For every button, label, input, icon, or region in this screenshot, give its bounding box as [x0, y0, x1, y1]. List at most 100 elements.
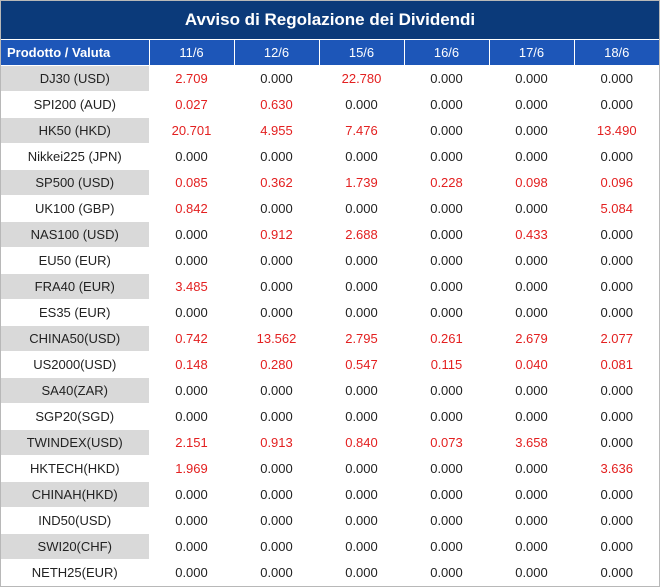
dividend-value-cell: 0.000: [489, 533, 575, 560]
product-name-cell: EU50 (EUR): [1, 247, 150, 274]
dividend-value-cell: 0.000: [489, 507, 575, 534]
product-name-cell: HK50 (HKD): [1, 117, 150, 144]
dividend-value-cell: 0.913: [234, 429, 320, 456]
dividend-value-cell: 0.000: [404, 299, 490, 326]
dividend-value-cell: 7.476: [319, 117, 405, 144]
dividend-value-cell: 0.000: [234, 273, 320, 300]
dividend-value-cell: 0.000: [149, 299, 235, 326]
column-header-date: 17/6: [489, 40, 575, 66]
product-name-cell: NAS100 (USD): [1, 221, 150, 248]
dividend-value-cell: 0.000: [574, 91, 659, 118]
dividend-value-cell: 0.000: [404, 559, 490, 586]
dividend-value-cell: 0.000: [404, 507, 490, 534]
column-header-date: 15/6: [319, 40, 405, 66]
dividend-value-cell: 0.000: [489, 403, 575, 430]
dividend-value-cell: 2.077: [574, 325, 659, 352]
product-name-cell: CHINAH(HKD): [1, 481, 150, 508]
dividend-value-cell: 0.000: [574, 481, 659, 508]
dividend-value-cell: 0.000: [234, 403, 320, 430]
dividend-value-cell: 0.000: [489, 91, 575, 118]
dividend-value-cell: 4.955: [234, 117, 320, 144]
product-name-cell: HKTECH(HKD): [1, 455, 150, 482]
product-name-cell: US2000(USD): [1, 351, 150, 378]
dividend-value-cell: 1.739: [319, 169, 405, 196]
dividend-value-cell: 0.027: [149, 91, 235, 118]
dividend-value-cell: 0.000: [149, 507, 235, 534]
dividend-value-cell: 0.000: [149, 247, 235, 274]
dividend-value-cell: 0.000: [404, 65, 490, 92]
dividend-value-cell: 0.000: [319, 299, 405, 326]
dividend-value-cell: 0.000: [404, 533, 490, 560]
dividend-value-cell: 0.000: [149, 377, 235, 404]
dividend-value-cell: 0.000: [319, 377, 405, 404]
dividend-value-cell: 0.000: [574, 377, 659, 404]
dividend-value-cell: 0.000: [574, 507, 659, 534]
product-name-cell: FRA40 (EUR): [1, 273, 150, 300]
dividend-value-cell: 0.000: [404, 143, 490, 170]
table-row: HKTECH(HKD) 1.969 0.000 0.000 0.000 0.000 3.63…: [1, 455, 659, 482]
dividend-value-cell: 0.912: [234, 221, 320, 248]
dividend-value-cell: 2.151: [149, 429, 235, 456]
dividend-value-cell: 0.000: [319, 247, 405, 274]
dividend-value-cell: 0.000: [574, 65, 659, 92]
dividend-value-cell: 0.000: [149, 481, 235, 508]
product-name-cell: UK100 (GBP): [1, 195, 150, 222]
dividend-value-cell: 0.000: [319, 273, 405, 300]
dividend-value-cell: 0.000: [489, 455, 575, 482]
dividend-value-cell: 20.701: [149, 117, 235, 144]
table-row: SP500 (USD) 0.085 0.362 1.739 0.228 0.098 0.09…: [1, 169, 659, 196]
dividend-value-cell: 0.000: [489, 247, 575, 274]
dividend-value-cell: 0.000: [489, 559, 575, 586]
dividend-value-cell: 0.000: [574, 559, 659, 586]
column-header-date: 11/6: [149, 40, 235, 66]
product-name-cell: SA40(ZAR): [1, 377, 150, 404]
table-header-row: Prodotto / Valuta 11/6 12/6 15/6 16/6 17…: [1, 40, 659, 66]
dividend-value-cell: 0.148: [149, 351, 235, 378]
dividend-value-cell: 0.000: [234, 481, 320, 508]
dividend-value-cell: 5.084: [574, 195, 659, 222]
dividend-value-cell: 0.000: [234, 143, 320, 170]
dividend-value-cell: 0.000: [319, 455, 405, 482]
dividend-value-cell: 2.688: [319, 221, 405, 248]
dividend-value-cell: 22.780: [319, 65, 405, 92]
product-name-cell: ES35 (EUR): [1, 299, 150, 326]
dividend-value-cell: 0.000: [319, 559, 405, 586]
dividend-value-cell: 0.000: [149, 143, 235, 170]
column-header-date: 16/6: [404, 40, 490, 66]
dividend-value-cell: 1.969: [149, 455, 235, 482]
dividend-value-cell: 0.000: [234, 65, 320, 92]
dividend-value-cell: 3.636: [574, 455, 659, 482]
dividend-value-cell: 0.630: [234, 91, 320, 118]
dividend-value-cell: 0.000: [404, 247, 490, 274]
dividend-value-cell: 0.000: [404, 195, 490, 222]
table-row: FRA40 (EUR) 3.485 0.000 0.000 0.000 0.000 0.00…: [1, 273, 659, 300]
table-row: NAS100 (USD) 0.000 0.912 2.688 0.000 0.433 0.0…: [1, 221, 659, 248]
dividend-value-cell: 0.000: [234, 559, 320, 586]
dividend-value-cell: 0.096: [574, 169, 659, 196]
dividend-value-cell: 0.000: [574, 299, 659, 326]
dividend-value-cell: 0.000: [319, 91, 405, 118]
dividend-value-cell: 0.000: [234, 533, 320, 560]
dividend-value-cell: 0.000: [149, 403, 235, 430]
column-header-date: 12/6: [234, 40, 320, 66]
product-name-cell: DJ30 (USD): [1, 65, 150, 92]
dividend-value-cell: 0.000: [319, 533, 405, 560]
column-header-product: Prodotto / Valuta: [1, 40, 150, 66]
product-name-cell: SP500 (USD): [1, 169, 150, 196]
table-row: US2000(USD) 0.148 0.280 0.547 0.115 0.040 0.08…: [1, 351, 659, 378]
dividend-value-cell: 0.000: [489, 65, 575, 92]
dividend-value-cell: 0.261: [404, 325, 490, 352]
dividend-value-cell: 13.490: [574, 117, 659, 144]
dividend-value-cell: 0.000: [489, 273, 575, 300]
dividend-value-cell: 0.000: [574, 273, 659, 300]
dividend-value-cell: 0.000: [489, 377, 575, 404]
dividend-value-cell: 0.000: [489, 117, 575, 144]
dividend-table: Prodotto / Valuta 11/6 12/6 15/6 16/6 17…: [1, 40, 659, 586]
dividend-value-cell: 0.000: [574, 533, 659, 560]
page-title: Avviso di Regolazione dei Dividendi: [1, 1, 659, 40]
column-header-date: 18/6: [574, 40, 659, 66]
dividend-value-cell: 0.000: [404, 377, 490, 404]
dividend-value-cell: 0.081: [574, 351, 659, 378]
table-row: Nikkei225 (JPN) 0.000 0.000 0.000 0.000 0.000…: [1, 143, 659, 170]
